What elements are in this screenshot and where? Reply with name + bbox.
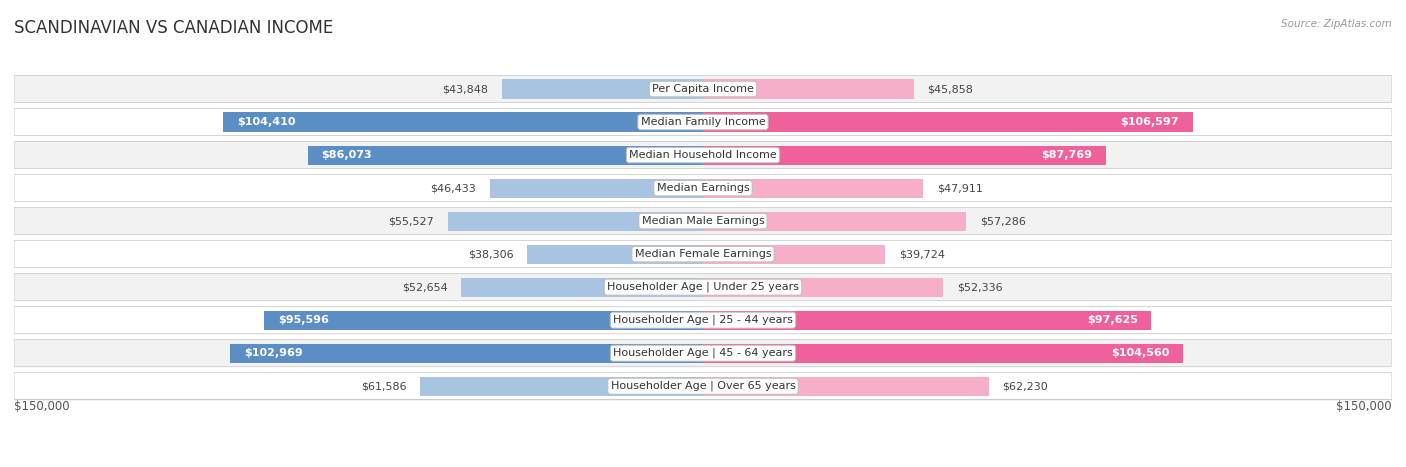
Bar bbox=[703, 146, 1107, 165]
Text: $87,769: $87,769 bbox=[1042, 150, 1092, 160]
Bar bbox=[489, 178, 703, 198]
Text: $47,911: $47,911 bbox=[936, 183, 983, 193]
Text: $52,336: $52,336 bbox=[957, 282, 1002, 292]
FancyBboxPatch shape bbox=[14, 142, 1392, 169]
Bar bbox=[703, 277, 943, 297]
FancyBboxPatch shape bbox=[14, 373, 1392, 400]
Bar bbox=[703, 212, 966, 231]
Bar bbox=[308, 146, 703, 165]
Text: Median Male Earnings: Median Male Earnings bbox=[641, 216, 765, 226]
Text: $45,858: $45,858 bbox=[928, 84, 973, 94]
Bar bbox=[420, 376, 703, 396]
Text: $57,286: $57,286 bbox=[980, 216, 1026, 226]
FancyBboxPatch shape bbox=[14, 175, 1392, 202]
Bar bbox=[703, 344, 1184, 363]
Text: $104,560: $104,560 bbox=[1111, 348, 1170, 358]
Text: $106,597: $106,597 bbox=[1121, 117, 1178, 127]
Text: $61,586: $61,586 bbox=[361, 381, 406, 391]
Text: $38,306: $38,306 bbox=[468, 249, 513, 259]
Text: $39,724: $39,724 bbox=[900, 249, 945, 259]
Text: Householder Age | 25 - 44 years: Householder Age | 25 - 44 years bbox=[613, 315, 793, 325]
Text: $150,000: $150,000 bbox=[14, 399, 70, 412]
Text: $104,410: $104,410 bbox=[238, 117, 295, 127]
FancyBboxPatch shape bbox=[14, 76, 1392, 103]
Bar bbox=[703, 376, 988, 396]
Bar bbox=[703, 178, 924, 198]
Bar bbox=[703, 311, 1152, 330]
Text: $95,596: $95,596 bbox=[278, 315, 329, 325]
Bar bbox=[264, 311, 703, 330]
FancyBboxPatch shape bbox=[14, 274, 1392, 301]
FancyBboxPatch shape bbox=[14, 307, 1392, 334]
Text: SCANDINAVIAN VS CANADIAN INCOME: SCANDINAVIAN VS CANADIAN INCOME bbox=[14, 19, 333, 37]
Text: $86,073: $86,073 bbox=[322, 150, 373, 160]
Text: Householder Age | Under 25 years: Householder Age | Under 25 years bbox=[607, 282, 799, 292]
Bar bbox=[703, 113, 1192, 132]
Text: Source: ZipAtlas.com: Source: ZipAtlas.com bbox=[1281, 19, 1392, 28]
Bar bbox=[231, 344, 703, 363]
Bar bbox=[224, 113, 703, 132]
Bar bbox=[449, 212, 703, 231]
Text: $52,654: $52,654 bbox=[402, 282, 447, 292]
Text: $55,527: $55,527 bbox=[388, 216, 434, 226]
Bar bbox=[703, 245, 886, 264]
Text: $46,433: $46,433 bbox=[430, 183, 477, 193]
Text: Median Family Income: Median Family Income bbox=[641, 117, 765, 127]
Text: Median Earnings: Median Earnings bbox=[657, 183, 749, 193]
Text: Median Household Income: Median Household Income bbox=[628, 150, 778, 160]
Text: $62,230: $62,230 bbox=[1002, 381, 1049, 391]
Bar bbox=[502, 79, 703, 99]
Text: Per Capita Income: Per Capita Income bbox=[652, 84, 754, 94]
Text: Median Female Earnings: Median Female Earnings bbox=[634, 249, 772, 259]
FancyBboxPatch shape bbox=[14, 241, 1392, 268]
Text: $97,625: $97,625 bbox=[1087, 315, 1137, 325]
Bar bbox=[527, 245, 703, 264]
FancyBboxPatch shape bbox=[14, 208, 1392, 234]
Text: $102,969: $102,969 bbox=[243, 348, 302, 358]
Text: $43,848: $43,848 bbox=[441, 84, 488, 94]
Bar bbox=[461, 277, 703, 297]
Text: Householder Age | 45 - 64 years: Householder Age | 45 - 64 years bbox=[613, 348, 793, 359]
FancyBboxPatch shape bbox=[14, 340, 1392, 367]
Bar bbox=[703, 79, 914, 99]
FancyBboxPatch shape bbox=[14, 108, 1392, 135]
Text: $150,000: $150,000 bbox=[1336, 399, 1392, 412]
Text: Householder Age | Over 65 years: Householder Age | Over 65 years bbox=[610, 381, 796, 391]
